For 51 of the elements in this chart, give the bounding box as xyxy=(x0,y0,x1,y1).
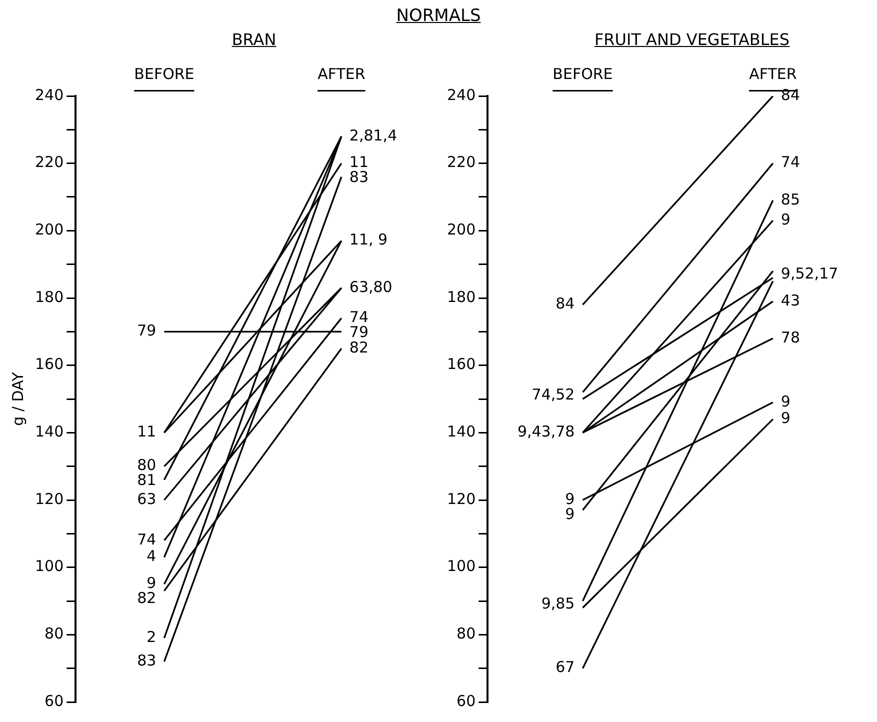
annotation: 63 xyxy=(137,490,156,508)
y-tick-label: 60 xyxy=(44,692,64,710)
text: NORMALS xyxy=(395,5,482,28)
y-tick-label: 100 xyxy=(34,557,64,576)
x-tick-label: AFTER xyxy=(749,64,797,83)
y-tick-label: 160 xyxy=(34,355,64,374)
annotation: 2,81,4 xyxy=(349,126,398,144)
y-tick-label: 240 xyxy=(34,86,64,104)
y-axis-title: g / DAY xyxy=(8,371,27,426)
y-tick-label: 220 xyxy=(446,153,476,172)
annotation: 9,43,78 xyxy=(517,422,575,441)
annotation: 74 xyxy=(780,153,800,172)
y-tick-label: 200 xyxy=(446,220,476,239)
y-tick-label: 220 xyxy=(34,153,64,172)
y-tick-label: 160 xyxy=(446,355,476,374)
x-tick-label: BEFORE xyxy=(134,64,194,83)
annotation: 85 xyxy=(780,190,800,208)
annotation: 83 xyxy=(137,651,156,670)
y-tick-label: 180 xyxy=(34,288,64,306)
annotation: 2 xyxy=(146,628,156,646)
annotation: 11, 9 xyxy=(349,230,388,249)
y-tick-label: 180 xyxy=(446,288,476,306)
annotation: 9 xyxy=(780,392,790,410)
annotation: 74,52 xyxy=(532,386,575,404)
y-tick-label: 100 xyxy=(446,557,476,576)
annotation: 9 xyxy=(780,409,790,428)
y-tick-label: 120 xyxy=(34,490,64,508)
annotation: 9 xyxy=(780,210,790,228)
annotation: 79 xyxy=(137,322,156,340)
y-tick-label: 140 xyxy=(34,422,64,441)
annotation: 9,85 xyxy=(541,594,575,612)
y-tick-label: 120 xyxy=(446,490,476,508)
chart-title: BRAN xyxy=(230,30,278,51)
annotation: 84 xyxy=(556,294,575,313)
annotation: 43 xyxy=(780,291,800,310)
y-tick-label: 80 xyxy=(456,624,476,643)
chart-title: FRUIT AND VEGETABLES xyxy=(593,30,791,51)
y-tick-label: 200 xyxy=(34,220,64,239)
y-tick-label: 60 xyxy=(456,692,476,710)
annotation: 63,80 xyxy=(349,278,392,296)
annotation: 78 xyxy=(780,328,800,346)
x-tick-label: AFTER xyxy=(318,64,366,83)
annotation: 11 xyxy=(137,422,156,441)
x-tick-label: BEFORE xyxy=(552,64,613,83)
y-tick-label: 140 xyxy=(446,422,476,441)
annotation: 4 xyxy=(146,547,156,566)
y-tick-label: 240 xyxy=(446,86,476,104)
annotation: 67 xyxy=(556,658,575,676)
y-tick-label: 80 xyxy=(44,624,64,643)
annotation: 9,52,17 xyxy=(780,264,838,282)
annotation: 74 xyxy=(137,530,156,548)
